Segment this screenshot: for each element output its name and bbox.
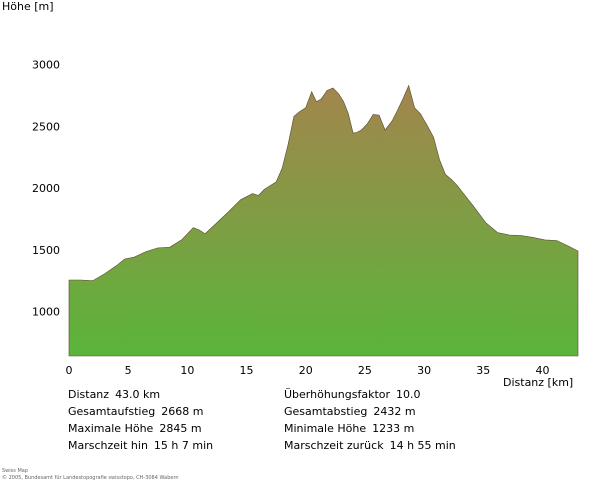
x-tick-label: 15 [240, 364, 254, 377]
stat-min-height: Minimale Höhe 1233 m [284, 422, 414, 435]
stat-value: 15 h 7 min [153, 439, 214, 452]
y-tick-label: 3000 [32, 59, 60, 72]
x-tick-label: 0 [66, 364, 73, 377]
x-tick-label: 10 [180, 364, 194, 377]
y-tick-label: 2500 [32, 120, 60, 133]
stat-label: Maximale Höhe [68, 422, 154, 435]
x-tick-label: 30 [417, 364, 431, 377]
stat-value: 10.0 [396, 388, 421, 401]
x-tick-label: 20 [299, 364, 313, 377]
x-tick-label: 25 [358, 364, 372, 377]
y-tick-label: 1000 [32, 306, 60, 319]
stat-max-height: Maximale Höhe 2845 m [68, 422, 202, 435]
stat-label: Marschzeit zurück [284, 439, 384, 452]
x-tick-label: 35 [476, 364, 490, 377]
credit-line: Swiss Map [2, 468, 29, 474]
x-tick-label: 5 [125, 364, 132, 377]
stat-value: 2845 m [159, 422, 202, 435]
stat-label: Marschzeit hin [68, 439, 148, 452]
stat-exaggeration: Überhöhungsfaktor 10.0 [284, 388, 421, 401]
stat-value: 43.0 km [115, 388, 161, 401]
x-axis-label: Distanz [km] [503, 376, 573, 389]
stat-label: Minimale Höhe [284, 422, 367, 435]
stat-label: Distanz [68, 388, 110, 401]
stat-label: Überhöhungsfaktor [284, 388, 391, 401]
stat-walk-time-there: Marschzeit hin 15 h 7 min [68, 439, 213, 452]
stat-label: Gesamtabstieg [284, 405, 368, 418]
stat-total-ascent: Gesamtaufstieg 2668 m [68, 405, 203, 418]
stat-value: 2668 m [161, 405, 204, 418]
stat-value: 2432 m [373, 405, 416, 418]
stat-total-descent: Gesamtabstieg 2432 m [284, 405, 416, 418]
stat-value: 1233 m [372, 422, 415, 435]
stat-distance: Distanz 43.0 km [68, 388, 160, 401]
credit-line: © 2005, Bundesamt für Landestopografie s… [2, 475, 179, 481]
y-axis-label: Höhe [m] [2, 0, 54, 13]
stat-walk-time-back: Marschzeit zurück 14 h 55 min [284, 439, 456, 452]
y-tick-label: 1500 [32, 244, 60, 257]
stat-value: 14 h 55 min [389, 439, 456, 452]
stat-label: Gesamtaufstieg [68, 405, 156, 418]
y-tick-label: 2000 [32, 182, 60, 195]
x-tick-label: 40 [535, 364, 549, 377]
elevation-area [68, 84, 579, 357]
